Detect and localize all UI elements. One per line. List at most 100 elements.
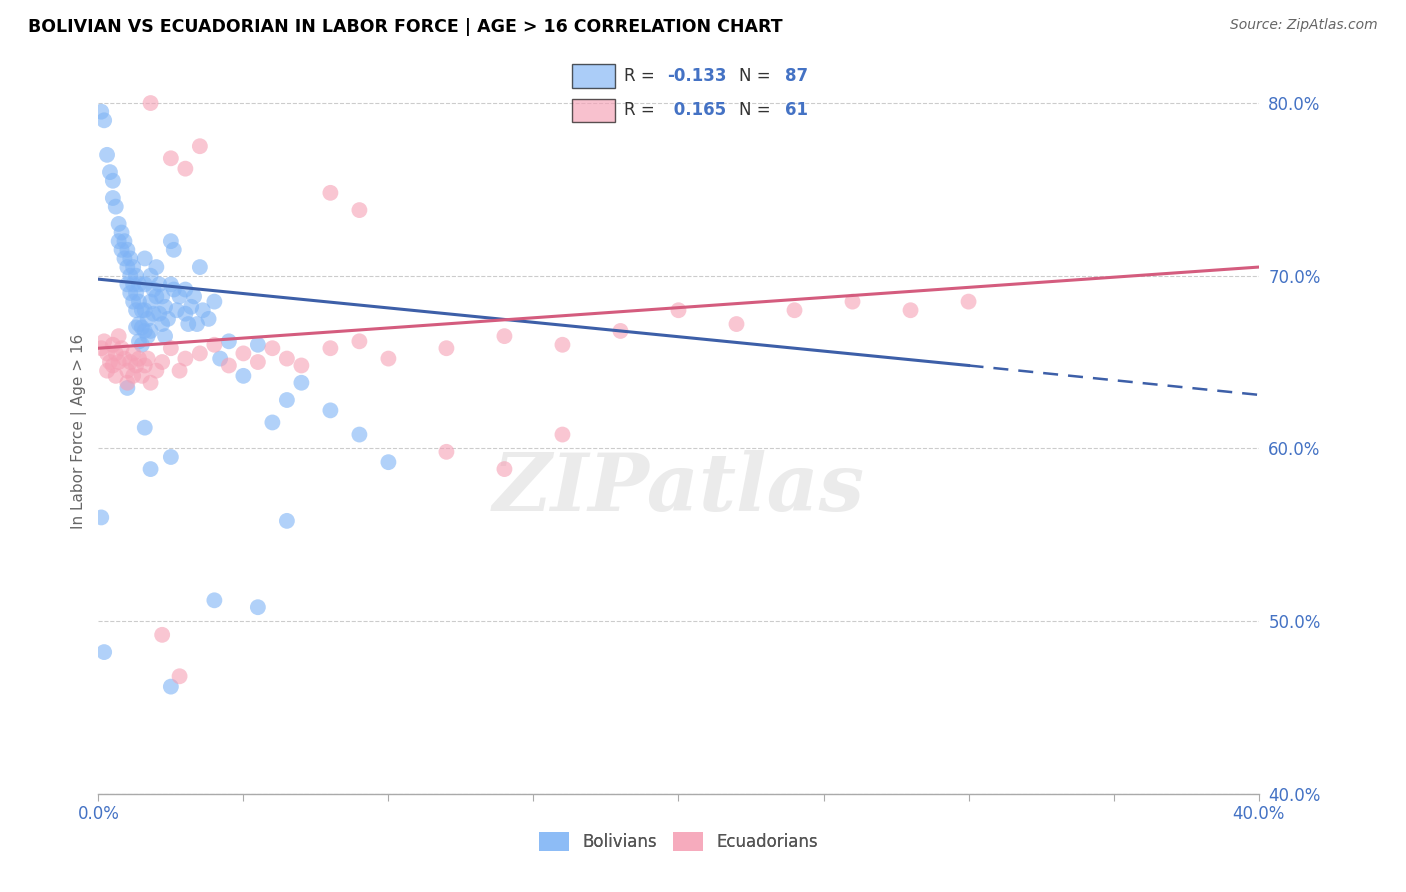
Point [150, 317, 173, 331]
Point [110, 341, 132, 355]
Point [494, 329, 516, 343]
Point [174, 283, 197, 297]
Text: R =: R = [624, 67, 655, 85]
Point [117, 381, 139, 395]
Point [551, 338, 574, 352]
Point [841, 294, 863, 309]
Point [120, 355, 142, 369]
Point [110, 243, 132, 257]
Point [142, 283, 165, 297]
Point [377, 455, 399, 469]
Text: -0.133: -0.133 [668, 67, 727, 85]
Point [122, 294, 145, 309]
Point [174, 161, 197, 176]
Point [98, 165, 121, 179]
Point [156, 311, 179, 326]
Point [186, 317, 208, 331]
Point [120, 268, 142, 283]
Point [202, 338, 225, 352]
Point [134, 359, 156, 373]
FancyBboxPatch shape [572, 99, 614, 122]
Point [319, 341, 342, 355]
Point [218, 359, 240, 373]
Point [246, 338, 269, 352]
Point [145, 364, 167, 378]
Point [93, 334, 115, 349]
Point [101, 359, 124, 373]
Point [349, 203, 371, 218]
Point [160, 277, 183, 292]
Point [145, 289, 167, 303]
Point [131, 368, 153, 383]
Point [148, 307, 170, 321]
Point [725, 317, 748, 331]
Point [122, 260, 145, 274]
Point [104, 368, 127, 383]
Point [134, 420, 156, 434]
Point [783, 303, 806, 318]
Text: 87: 87 [785, 67, 808, 85]
Point [163, 283, 186, 297]
Point [104, 346, 127, 360]
Point [262, 416, 284, 430]
Text: N =: N = [738, 67, 770, 85]
Point [128, 351, 150, 366]
Text: R =: R = [624, 102, 655, 120]
Point [107, 234, 129, 248]
Point [134, 277, 156, 292]
Point [122, 277, 145, 292]
Point [246, 355, 269, 369]
Point [349, 334, 371, 349]
Point [125, 303, 148, 318]
Point [191, 303, 214, 318]
Point [136, 351, 159, 366]
Point [668, 303, 690, 318]
Point [276, 392, 298, 407]
Point [232, 368, 254, 383]
Point [169, 364, 191, 378]
Point [93, 113, 115, 128]
Point [319, 186, 342, 200]
Text: Source: ZipAtlas.com: Source: ZipAtlas.com [1230, 18, 1378, 32]
Point [900, 303, 922, 318]
Point [120, 252, 142, 266]
Point [166, 303, 188, 318]
Point [114, 351, 136, 366]
Point [134, 303, 156, 318]
Point [93, 645, 115, 659]
Point [125, 268, 148, 283]
Point [276, 514, 298, 528]
Point [160, 341, 183, 355]
Point [177, 317, 200, 331]
Point [128, 334, 150, 349]
Point [114, 252, 136, 266]
Legend: Bolivians, Ecuadorians: Bolivians, Ecuadorians [531, 825, 825, 858]
Point [139, 462, 162, 476]
Y-axis label: In Labor Force | Age > 16: In Labor Force | Age > 16 [72, 334, 87, 529]
Point [117, 364, 139, 378]
Point [188, 139, 211, 153]
Point [163, 243, 186, 257]
Point [183, 289, 205, 303]
Point [107, 217, 129, 231]
Point [96, 364, 118, 378]
Point [122, 368, 145, 383]
Point [349, 427, 371, 442]
Point [136, 329, 159, 343]
Point [174, 307, 197, 321]
Point [107, 355, 129, 369]
Point [262, 341, 284, 355]
Point [117, 260, 139, 274]
Point [218, 334, 240, 349]
Point [188, 346, 211, 360]
Point [110, 226, 132, 240]
Point [96, 346, 118, 360]
Point [153, 300, 176, 314]
Text: N =: N = [738, 102, 770, 120]
Point [125, 320, 148, 334]
Point [160, 450, 183, 464]
Point [957, 294, 980, 309]
Point [139, 324, 162, 338]
Point [131, 303, 153, 318]
Point [98, 355, 121, 369]
